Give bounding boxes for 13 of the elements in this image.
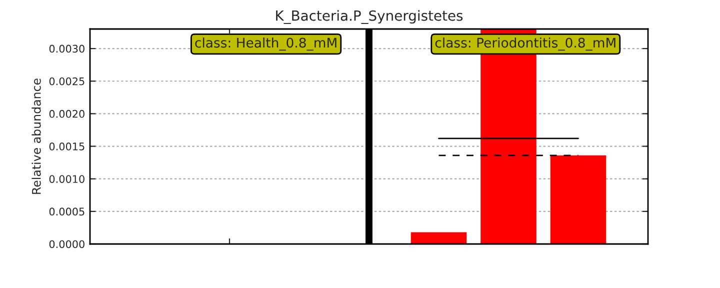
y-tick-label: 0.0010 bbox=[49, 175, 84, 183]
annotation: class: Health_0.8_mM bbox=[195, 37, 336, 51]
y-tick-label: 0.0005 bbox=[49, 208, 84, 216]
y-tick-label: 0.0030 bbox=[49, 44, 84, 53]
y-tick-label: 0.0000 bbox=[49, 240, 84, 248]
chart-title: K_Bacteria.P_Synergistetes bbox=[276, 10, 463, 24]
annotation: class: Periodontitis_0.8_mM bbox=[435, 37, 616, 51]
y-axis-title: Relative abundance bbox=[32, 78, 41, 194]
y-tick-label: 0.0025 bbox=[49, 77, 84, 86]
bar bbox=[410, 232, 467, 244]
y-tick-label: 0.0015 bbox=[49, 142, 84, 150]
bar bbox=[550, 155, 606, 244]
y-tick-label: 0.0020 bbox=[49, 110, 84, 118]
